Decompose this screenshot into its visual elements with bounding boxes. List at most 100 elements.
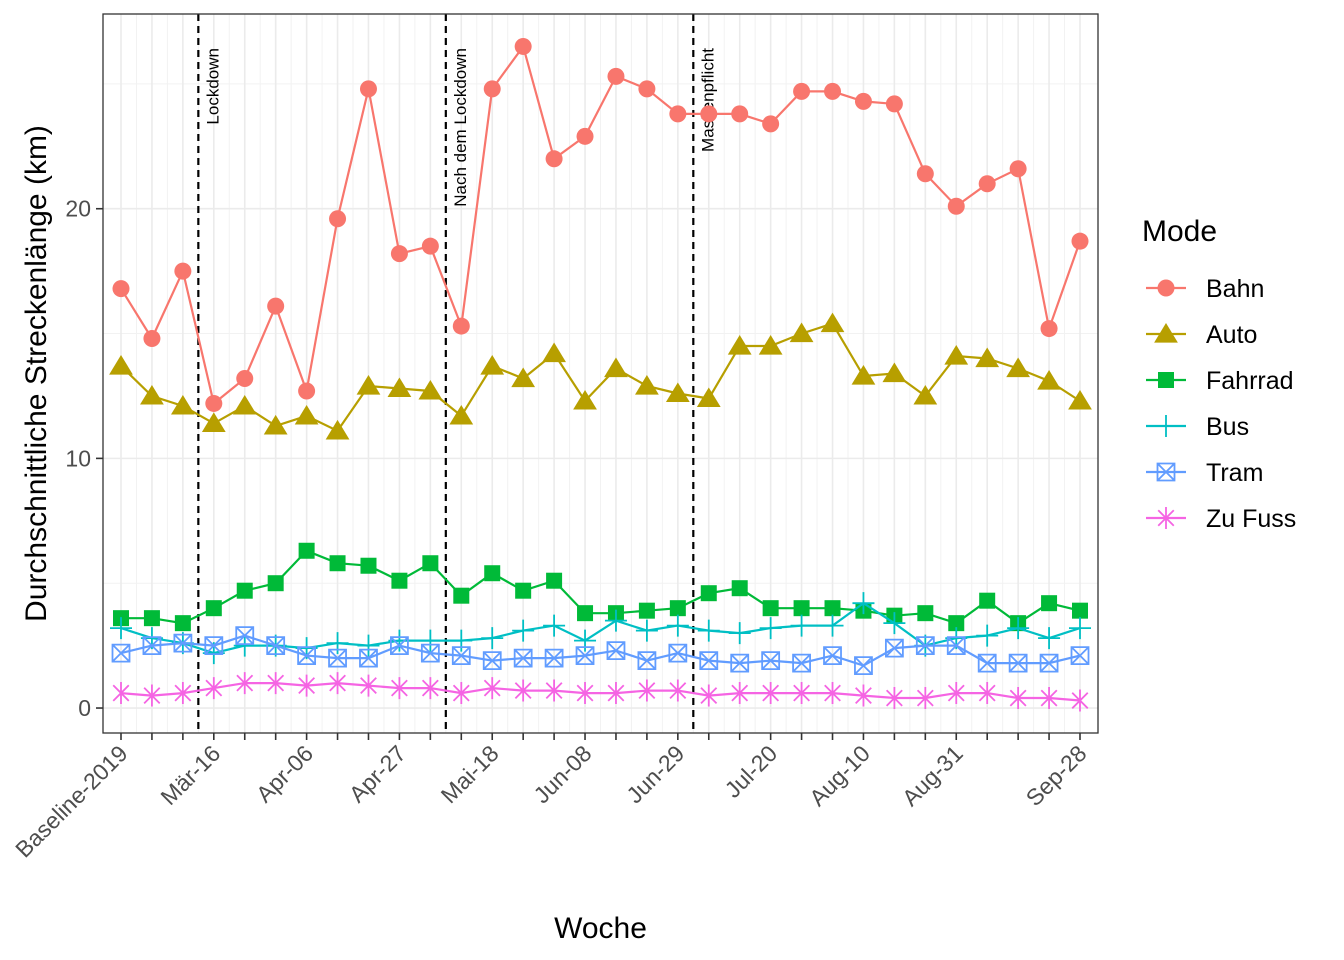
data-point: [511, 367, 536, 388]
data-point: [1157, 507, 1175, 529]
x-tick-label: Jun-08: [528, 740, 596, 808]
data-point: [1040, 687, 1058, 710]
data-point: [420, 643, 440, 663]
data-point: [793, 682, 810, 705]
data-point: [913, 384, 938, 405]
data-point: [917, 605, 934, 622]
data-point: [143, 684, 161, 707]
data-point: [761, 651, 781, 671]
data-point: [1157, 279, 1175, 297]
data-point: [700, 585, 717, 602]
data-point: [360, 674, 377, 697]
data-point: [329, 210, 347, 228]
data-point: [635, 374, 659, 395]
data-point: [1039, 653, 1059, 673]
data-point: [205, 600, 222, 617]
data-point: [359, 80, 377, 98]
legend-item: Tram: [1146, 459, 1263, 487]
legend-label: Auto: [1206, 321, 1257, 349]
data-point: [792, 653, 811, 673]
data-point: [111, 643, 131, 663]
data-point: [727, 335, 752, 355]
data-point: [1070, 646, 1090, 666]
data-point: [205, 677, 223, 700]
legend-label: Fahrrad: [1206, 367, 1294, 395]
annotation-label: Lockdown: [203, 48, 222, 125]
data-point: [205, 394, 223, 412]
data-point: [575, 646, 595, 666]
data-point: [1038, 627, 1061, 650]
data-point: [916, 165, 934, 183]
data-point: [1008, 653, 1028, 673]
data-point: [606, 641, 626, 661]
series-line: [120, 44, 1082, 406]
data-point: [762, 682, 780, 705]
x-tick-label: Mai-18: [436, 740, 504, 808]
data-point: [109, 355, 133, 375]
data-point: [483, 677, 501, 700]
data-point: [1156, 462, 1176, 482]
data-point: [512, 619, 535, 642]
data-point: [387, 377, 412, 398]
data-point: [884, 638, 904, 658]
series-group: [109, 37, 1092, 712]
legend-label: Bahn: [1206, 275, 1264, 303]
data-point: [142, 636, 162, 656]
data-point: [758, 335, 783, 355]
data-point: [762, 115, 780, 133]
legend-item: Auto: [1146, 321, 1257, 349]
data-point: [820, 312, 845, 333]
legend-item: Bahn: [1146, 275, 1264, 303]
data-point: [823, 646, 842, 666]
data-point: [545, 150, 563, 168]
data-point: [1071, 232, 1089, 250]
data-point: [975, 347, 1000, 368]
data-point: [607, 67, 625, 85]
data-point: [543, 614, 566, 637]
data-point: [1040, 320, 1058, 338]
x-tick-label: Baseline-2019: [10, 740, 132, 862]
data-point: [112, 682, 130, 705]
data-point: [418, 379, 443, 400]
data-point: [576, 682, 594, 705]
legend-label: Tram: [1206, 459, 1263, 487]
data-point: [545, 679, 563, 702]
x-tick-label: Sep-28: [1021, 740, 1092, 811]
data-point: [329, 555, 346, 572]
data-point: [1069, 617, 1091, 640]
series-tram: [111, 626, 1090, 675]
data-point: [174, 682, 192, 705]
data-point: [390, 245, 408, 263]
series-fahrrad: [113, 542, 1088, 632]
legend-label: Zu Fuss: [1206, 505, 1296, 533]
data-point: [637, 651, 657, 671]
data-point: [235, 626, 255, 646]
data-point: [1009, 687, 1027, 710]
data-point: [482, 651, 502, 671]
data-point: [635, 619, 658, 642]
series-zu-fuss: [112, 672, 1089, 712]
data-point: [419, 629, 442, 652]
data-point: [1007, 617, 1030, 640]
data-point: [638, 602, 655, 619]
data-point: [449, 404, 474, 425]
data-point: [668, 643, 688, 663]
data-point: [882, 362, 907, 383]
annotation-label: Nach dem Lockdown: [451, 48, 470, 207]
data-point: [236, 582, 253, 599]
data-point: [638, 80, 656, 98]
data-point: [669, 600, 686, 617]
data-point: [1037, 369, 1061, 390]
data-point: [573, 389, 597, 410]
data-point: [851, 364, 876, 385]
data-point: [696, 387, 721, 408]
data-point: [298, 542, 315, 559]
data-point: [232, 394, 257, 415]
data-point: [452, 682, 470, 705]
data-point: [515, 582, 532, 599]
data-point: [978, 175, 996, 193]
data-point: [604, 357, 628, 378]
data-point: [421, 677, 439, 700]
data-point: [824, 82, 842, 100]
data-point: [855, 684, 872, 707]
